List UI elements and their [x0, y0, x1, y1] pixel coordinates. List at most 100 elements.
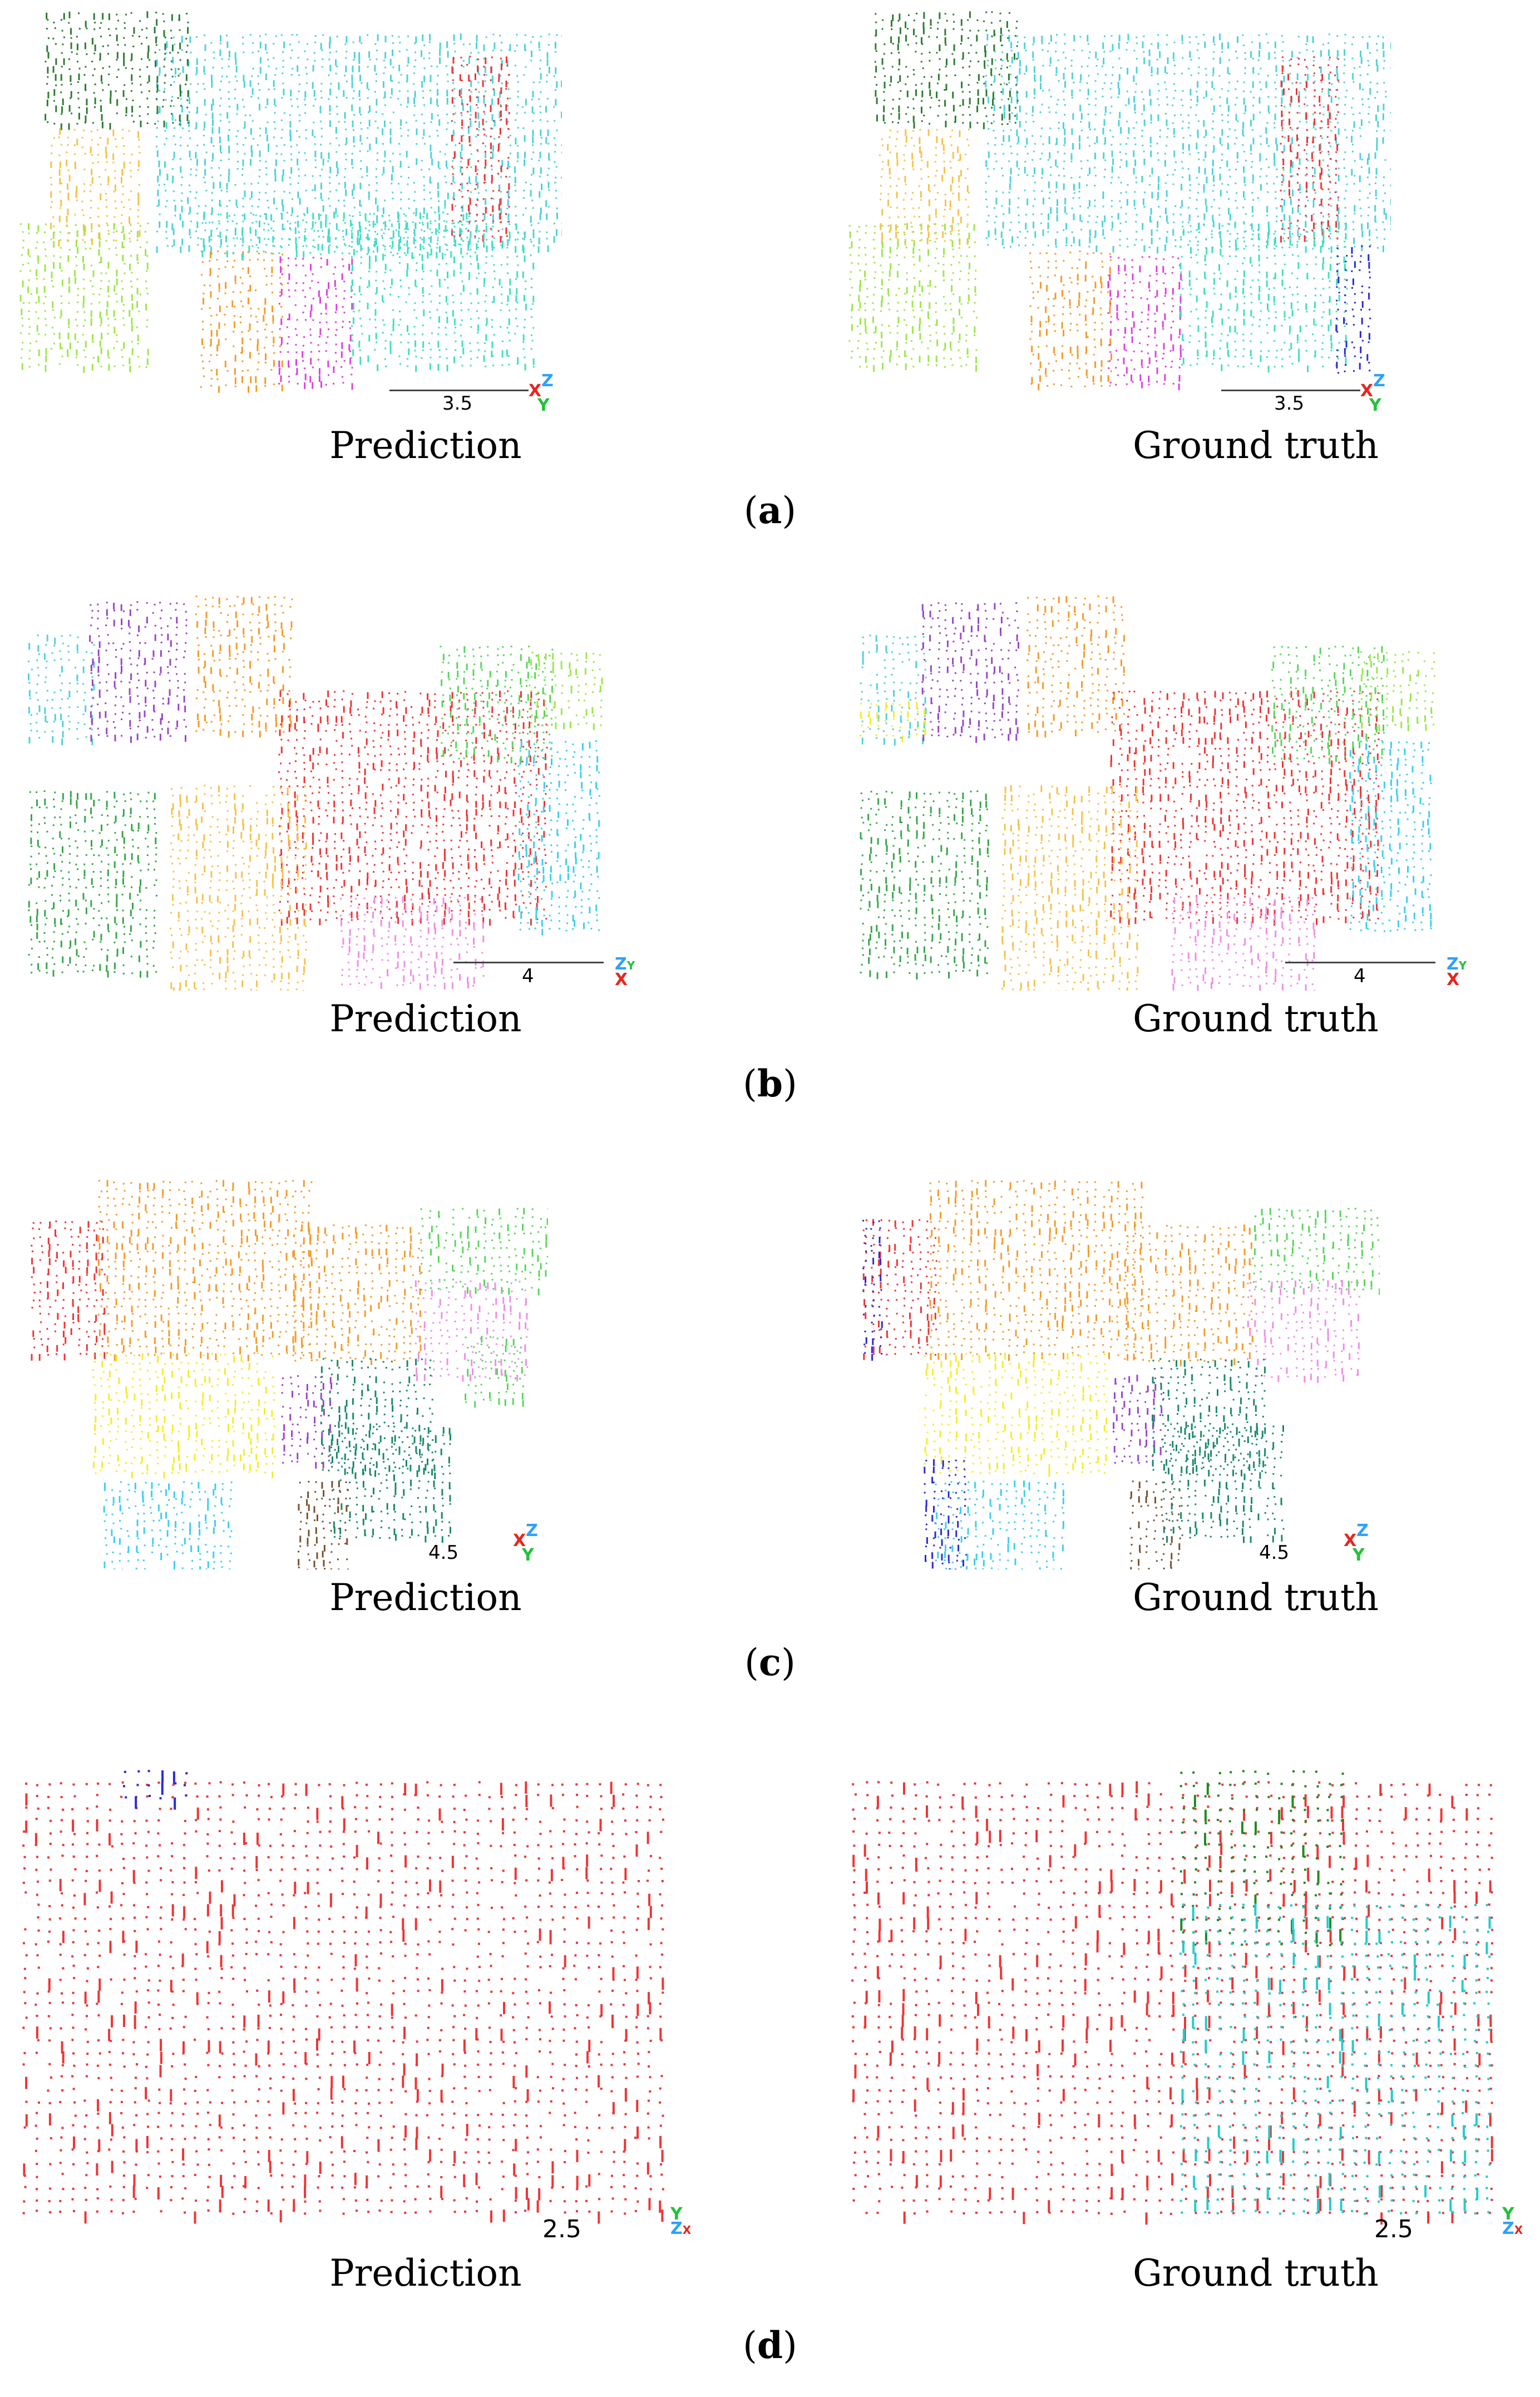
point-cloud-prediction-b: [28, 595, 603, 991]
segment-yellow: [92, 1352, 276, 1479]
point-cloud-ground-truth-a: [848, 11, 1391, 391]
segment-pink: [414, 1280, 529, 1382]
axis-letter: Z: [1356, 1521, 1369, 1540]
axis-letter: Y: [1369, 396, 1381, 415]
segment-lgreen: [465, 1336, 524, 1408]
prediction-panel-c: [31, 1169, 548, 1569]
scale-bar-line: [1221, 390, 1360, 391]
label-letter: d: [757, 2324, 783, 2367]
axis-triad-icon: XZ Y: [529, 373, 554, 415]
segment-red: [851, 1781, 1493, 2225]
axis-triad-icon: XZ Y: [513, 1523, 538, 1564]
segment-lgreen: [1252, 1208, 1380, 1295]
segment-lime: [19, 223, 149, 373]
segment-cyan: [28, 634, 95, 746]
label-close: ): [783, 2324, 797, 2367]
label-close: ): [782, 489, 796, 532]
point-cloud-prediction-a: [19, 11, 562, 393]
axis-letter: Y: [1459, 959, 1467, 972]
segment-dkteal: [1152, 1358, 1266, 1476]
scale-value: 4.5: [1259, 1542, 1289, 1564]
segment-magenta: [278, 256, 353, 390]
segment-lime: [529, 652, 603, 730]
scale-value: 4: [1354, 965, 1366, 987]
ground-truth-panel-d: [846, 1748, 1524, 2237]
scale-bar-line: [453, 962, 604, 963]
segment-turq: [1179, 1903, 1491, 2215]
prediction-panel-d: [17, 1748, 695, 2237]
segment-tgreen: [1179, 1770, 1344, 1947]
segment-lime: [1360, 651, 1435, 731]
prediction-panel-a: [17, 11, 562, 423]
point-cloud-prediction-d: [22, 1770, 664, 2224]
caption-prediction: Prediction: [175, 2252, 676, 2295]
axis-letter: Z: [670, 2219, 683, 2238]
segment-pink: [1171, 896, 1316, 991]
axis-letter: Y: [537, 396, 550, 415]
axis-triad-icon: ZY X: [615, 954, 635, 990]
segment-orange: [1124, 1224, 1253, 1366]
axis-triad-icon: XZ Y: [1344, 1523, 1369, 1565]
segment-blue: [123, 1770, 188, 1810]
segment-teal: [200, 211, 478, 260]
subfigure-label-c: (c): [0, 1641, 1540, 1684]
segment-orange: [292, 1224, 422, 1365]
axis-letter: X: [529, 381, 541, 401]
segment-dkteal: [320, 1358, 434, 1477]
axis-letter: Z: [541, 371, 554, 391]
axis-letter: Z: [1447, 954, 1459, 974]
point-cloud-prediction-c: [31, 1180, 548, 1569]
ground-truth-panel-a: [846, 11, 1391, 423]
scale-value: 3.5: [1274, 392, 1304, 415]
axis-letter: X: [1360, 381, 1373, 401]
label-open: (: [743, 1062, 757, 1105]
segment-red: [1110, 690, 1380, 926]
prediction-panel-b: [28, 590, 640, 991]
axis-triad-icon: ZY X: [1447, 954, 1467, 990]
segment-orange: [195, 595, 293, 738]
segment-sky: [935, 1480, 1064, 1569]
segment-yellow_orange: [879, 129, 970, 246]
label-open: (: [744, 1641, 759, 1684]
segment-blue: [1335, 245, 1371, 374]
segment-orange: [97, 1180, 313, 1361]
segment-purple: [89, 601, 187, 743]
segment-blue: [924, 1459, 968, 1569]
segment-yellow_orange: [1001, 785, 1139, 991]
axis-letter: X: [615, 970, 628, 990]
point-cloud-ground-truth-b: [860, 595, 1435, 991]
axis-triad-icon: Y ZX: [670, 2204, 691, 2238]
segment-yellow: [924, 1352, 1108, 1477]
axis-letter: Y: [670, 2204, 683, 2224]
segment-red: [862, 1219, 937, 1360]
segment-red: [31, 1220, 106, 1361]
ground-truth-panel-b: [860, 590, 1472, 991]
segment-sky: [103, 1481, 233, 1569]
caption-ground-truth: Ground truth: [1005, 2252, 1506, 2295]
point-cloud-ground-truth-d: [851, 1770, 1493, 2225]
segment-red: [278, 690, 548, 926]
axis-letter: X: [1447, 970, 1459, 990]
segment-pink: [339, 896, 485, 991]
segment-orange: [929, 1180, 1144, 1361]
segment-dkteal: [331, 1425, 451, 1543]
scale-value: 2.5: [542, 2215, 581, 2243]
segment-magenta: [1107, 256, 1182, 391]
subfigure-label-b: (b): [0, 1062, 1540, 1105]
axis-letter: Y: [1353, 1546, 1365, 1565]
segment-green: [860, 790, 989, 980]
segment-brown: [1129, 1480, 1181, 1569]
segment-dkteal: [1163, 1425, 1285, 1543]
caption-ground-truth: Ground truth: [1005, 424, 1506, 467]
label-open: (: [744, 489, 758, 532]
caption-prediction: Prediction: [175, 997, 676, 1040]
label-letter: b: [757, 1062, 783, 1105]
axis-letter: Y: [1502, 2204, 1514, 2224]
axis-letter: Z: [615, 954, 627, 974]
axis-letter: Y: [627, 959, 635, 972]
axis-triad-icon: Y ZX: [1502, 2204, 1523, 2237]
segment-red: [22, 1781, 664, 2224]
axis-triad-icon: XZ Y: [1360, 373, 1385, 415]
scale-value: 3.5: [442, 392, 472, 415]
segment-yellow: [860, 701, 926, 742]
